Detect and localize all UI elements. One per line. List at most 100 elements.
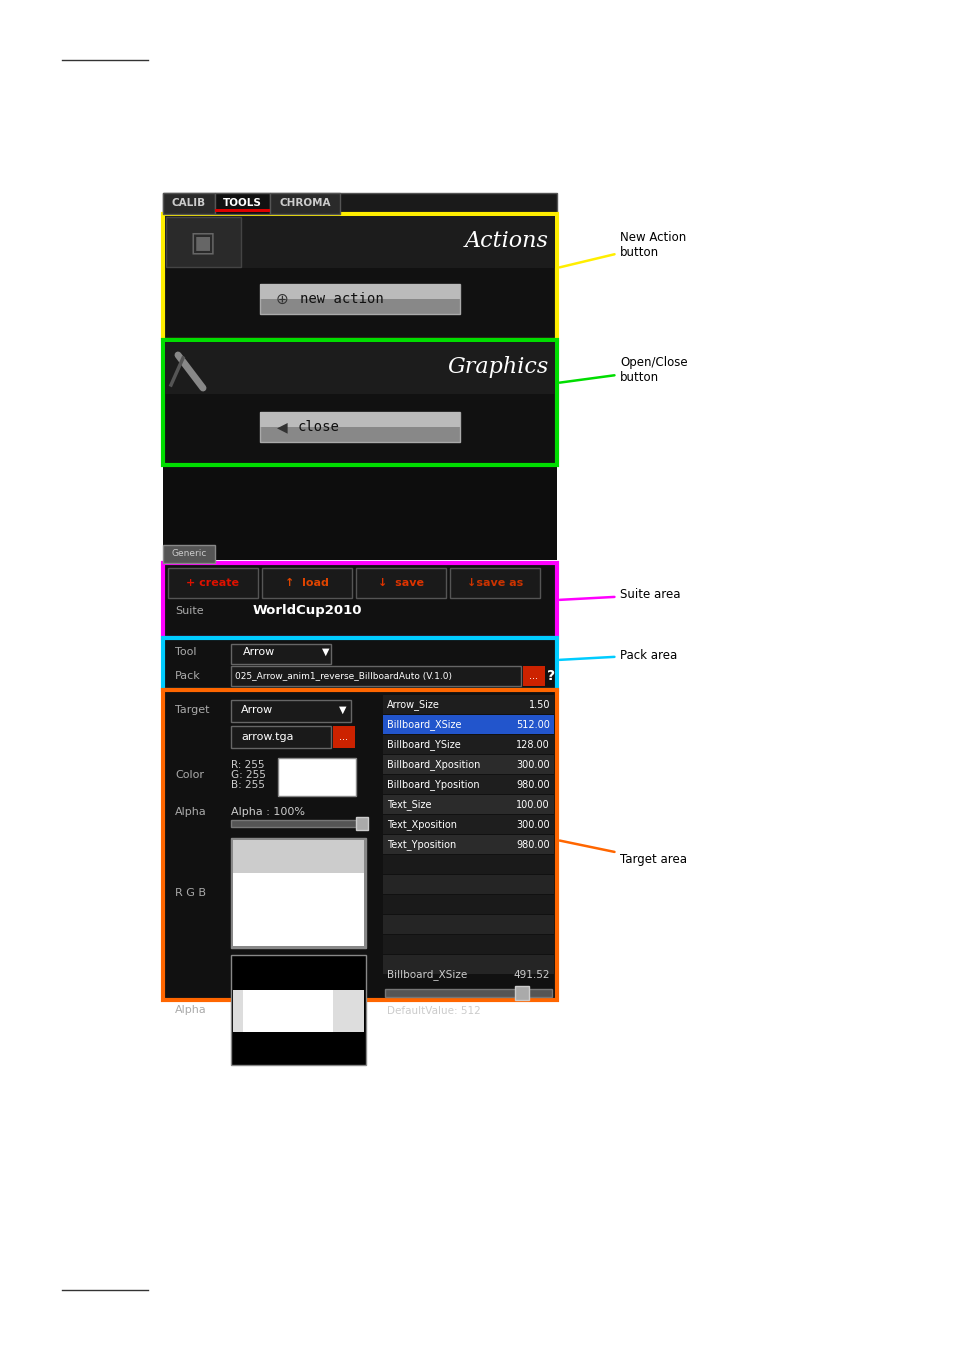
- Text: 980.00: 980.00: [516, 840, 550, 850]
- Bar: [385, 989, 552, 997]
- Text: Billboard_XSize: Billboard_XSize: [387, 719, 461, 730]
- Text: Arrow: Arrow: [243, 648, 275, 657]
- Text: 491.52: 491.52: [513, 970, 550, 979]
- Bar: [165, 343, 555, 394]
- Bar: [165, 216, 555, 268]
- Text: close: close: [297, 420, 339, 434]
- Bar: [262, 568, 352, 598]
- Text: Actions: Actions: [465, 229, 548, 252]
- Text: TOOLS: TOOLS: [222, 198, 261, 209]
- Bar: [233, 979, 364, 990]
- Text: Pack area: Pack area: [559, 649, 677, 661]
- Text: G: 255: G: 255: [231, 770, 266, 780]
- Text: Arrow: Arrow: [241, 706, 273, 715]
- Bar: [233, 873, 364, 946]
- Bar: [231, 643, 331, 664]
- Bar: [382, 876, 554, 894]
- Text: DefaultValue: 512: DefaultValue: 512: [387, 1006, 480, 1016]
- Text: ↓save as: ↓save as: [466, 577, 522, 588]
- Bar: [163, 689, 557, 1000]
- Bar: [382, 835, 554, 854]
- Bar: [163, 465, 557, 560]
- Text: ↓  save: ↓ save: [377, 577, 423, 588]
- Text: ?: ?: [546, 669, 555, 683]
- Text: 025_Arrow_anim1_reverse_BillboardAuto (V.1.0): 025_Arrow_anim1_reverse_BillboardAuto (V…: [234, 672, 452, 680]
- Bar: [333, 726, 355, 747]
- Bar: [355, 817, 368, 830]
- Bar: [382, 755, 554, 774]
- Bar: [382, 935, 554, 954]
- Bar: [382, 894, 554, 915]
- Text: ▼: ▼: [322, 648, 330, 657]
- Bar: [163, 563, 557, 638]
- Bar: [233, 1032, 364, 1041]
- Bar: [382, 695, 554, 714]
- Bar: [231, 700, 351, 722]
- Text: 300.00: 300.00: [516, 759, 550, 770]
- Bar: [231, 726, 331, 747]
- Text: Alpha: Alpha: [174, 1005, 207, 1014]
- Bar: [270, 193, 339, 214]
- Text: Text_Size: Text_Size: [387, 800, 431, 811]
- Text: CHROMA: CHROMA: [279, 198, 331, 209]
- Bar: [231, 955, 366, 1064]
- Text: + create: + create: [186, 577, 239, 588]
- Text: ◀: ◀: [276, 420, 287, 434]
- Bar: [382, 955, 554, 974]
- Text: Pack: Pack: [174, 670, 200, 681]
- Text: 100.00: 100.00: [516, 800, 550, 809]
- Text: Billboard_YSize: Billboard_YSize: [387, 739, 460, 750]
- Bar: [233, 840, 364, 946]
- Text: WorldCup2010: WorldCup2010: [253, 604, 362, 618]
- Bar: [233, 979, 364, 1040]
- Bar: [214, 193, 270, 214]
- Bar: [231, 820, 366, 827]
- Text: CALIB: CALIB: [172, 198, 206, 209]
- Text: Target: Target: [174, 706, 210, 715]
- Text: arrow.tga: arrow.tga: [241, 733, 294, 742]
- Text: Suite area: Suite area: [559, 588, 679, 602]
- Bar: [163, 545, 214, 563]
- Bar: [522, 666, 544, 687]
- Text: Text_Xposition: Text_Xposition: [387, 820, 456, 831]
- Bar: [163, 193, 214, 214]
- Text: 512.00: 512.00: [516, 720, 550, 730]
- Bar: [382, 735, 554, 754]
- Bar: [450, 568, 539, 598]
- Text: 980.00: 980.00: [516, 780, 550, 791]
- Bar: [382, 815, 554, 834]
- Text: Text_Yposition: Text_Yposition: [387, 839, 456, 850]
- Text: 1.50: 1.50: [528, 700, 550, 710]
- Text: ⊕: ⊕: [275, 291, 288, 306]
- Text: ▣: ▣: [190, 228, 216, 256]
- Bar: [260, 285, 459, 314]
- Text: Color: Color: [174, 770, 204, 780]
- Text: Generic: Generic: [172, 549, 207, 558]
- Bar: [382, 855, 554, 874]
- Bar: [231, 666, 520, 687]
- Bar: [515, 986, 529, 1000]
- Text: R G B: R G B: [174, 888, 206, 898]
- Text: ↑  load: ↑ load: [285, 577, 329, 588]
- Text: Graphics: Graphics: [447, 356, 548, 378]
- Bar: [214, 209, 270, 212]
- Text: Target area: Target area: [559, 840, 686, 866]
- Bar: [277, 758, 355, 796]
- Text: B: 255: B: 255: [231, 780, 265, 791]
- Bar: [260, 411, 459, 428]
- Bar: [243, 985, 333, 1033]
- Text: Arrow_Size: Arrow_Size: [387, 700, 439, 711]
- Bar: [163, 340, 557, 465]
- Bar: [168, 568, 257, 598]
- Bar: [382, 795, 554, 813]
- Text: Suite: Suite: [174, 606, 203, 616]
- Text: ▼: ▼: [339, 706, 346, 715]
- Text: ...: ...: [339, 733, 348, 742]
- Bar: [355, 568, 446, 598]
- Bar: [166, 217, 241, 267]
- Bar: [231, 838, 366, 948]
- Bar: [163, 638, 557, 689]
- Text: Alpha: Alpha: [174, 807, 207, 817]
- Bar: [382, 915, 554, 934]
- Text: New Action
button: New Action button: [559, 231, 685, 267]
